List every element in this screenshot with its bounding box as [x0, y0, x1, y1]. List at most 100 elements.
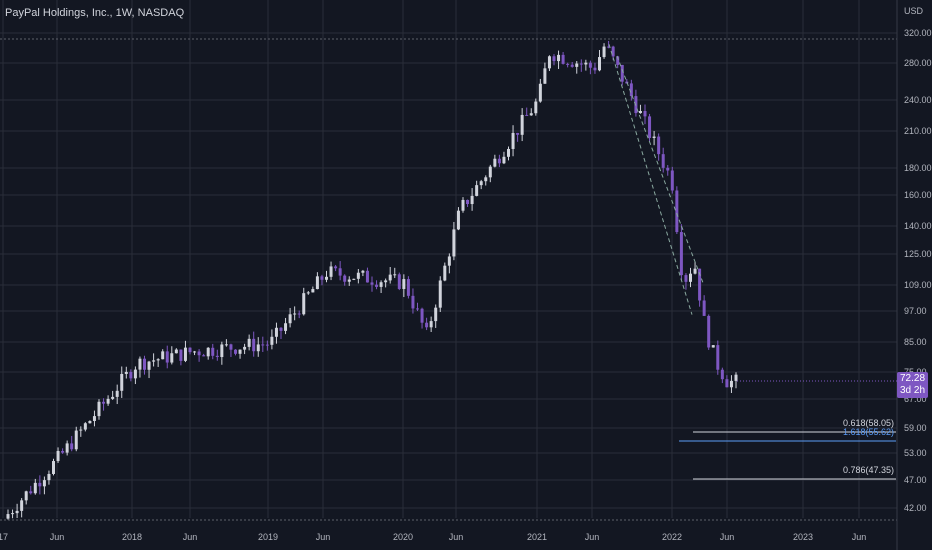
- candle-body: [188, 347, 192, 353]
- candle-body: [670, 170, 674, 191]
- price-axis-tick-label: 42.00: [904, 503, 927, 513]
- candle-body: [588, 62, 592, 68]
- candle-body: [388, 274, 392, 281]
- candle-body: [397, 274, 401, 289]
- price-axis-tick-label: 109.00: [904, 280, 932, 290]
- candle-body: [334, 266, 338, 269]
- candle-body: [129, 371, 133, 379]
- candle-body: [475, 185, 479, 196]
- candle-body: [611, 46, 615, 57]
- candle-body: [302, 293, 306, 315]
- time-axis-tick-label: Jun: [720, 532, 735, 542]
- candle-body: [197, 351, 201, 356]
- candle-body: [479, 181, 483, 186]
- price-axis-tick-label: 320.00: [904, 28, 932, 38]
- candle-body: [288, 314, 292, 324]
- time-axis-tick-label: 2023: [793, 532, 813, 542]
- candle-body: [352, 278, 356, 280]
- candle-body: [361, 270, 365, 273]
- time-axis-tick-label: Jun: [852, 532, 867, 542]
- candle-body: [429, 321, 433, 328]
- current-price-value: 72.28: [899, 373, 926, 384]
- candle-body: [607, 46, 611, 48]
- candle-body: [538, 83, 542, 102]
- candle-body: [593, 67, 597, 71]
- candle-body: [488, 166, 492, 178]
- candle-body: [602, 46, 606, 58]
- candle-body: [161, 351, 165, 360]
- candle-body: [534, 101, 538, 114]
- candle-body: [516, 132, 520, 135]
- candle-body: [566, 63, 570, 65]
- candle-body: [370, 282, 374, 285]
- candle-body: [507, 148, 510, 157]
- candle-body: [79, 429, 83, 431]
- price-axis-tick-label: 180.00: [904, 163, 932, 173]
- candle-body: [224, 344, 228, 346]
- candle-body: [165, 351, 169, 363]
- candle-body: [183, 347, 187, 361]
- candle-body: [416, 308, 419, 310]
- candle-body: [42, 480, 46, 487]
- price-axis-tick-label: 59.00: [904, 423, 927, 433]
- candle-body: [365, 270, 369, 283]
- price-axis-tick-label: 140.00: [904, 221, 932, 231]
- candle-body: [552, 56, 556, 62]
- candle-body: [147, 361, 151, 370]
- symbol-title: PayPal Holdings, Inc., 1W, NASDAQ: [5, 7, 185, 19]
- candle-body: [343, 275, 347, 282]
- bar-countdown: 3d 2h: [899, 385, 926, 396]
- candle-body: [393, 274, 397, 276]
- candle-body: [133, 369, 137, 379]
- candle-body: [657, 136, 661, 155]
- candle-body: [124, 371, 128, 374]
- candle-body: [557, 54, 561, 62]
- candle-body: [666, 167, 670, 171]
- price-axis-tick-label: 240.00: [904, 95, 932, 105]
- candle-body: [243, 346, 247, 350]
- candle-body: [411, 295, 415, 309]
- candle-body: [215, 355, 219, 358]
- candle-body: [502, 156, 506, 164]
- candle-body: [297, 313, 301, 315]
- candle-body: [179, 349, 183, 361]
- time-axis-tick-label: Jun: [316, 532, 331, 542]
- candle-body: [525, 114, 529, 116]
- candle-body: [702, 300, 706, 316]
- time-axis-tick-label: 2021: [527, 532, 547, 542]
- candle-body: [270, 336, 274, 345]
- candle-body: [661, 154, 665, 168]
- candle-body: [425, 322, 429, 328]
- candle-body: [543, 68, 547, 84]
- candle-body: [497, 158, 501, 164]
- time-axis-tick-label: 2020: [393, 532, 413, 542]
- candle-body: [329, 266, 333, 277]
- candle-body: [306, 292, 310, 294]
- candle-body: [570, 64, 574, 67]
- price-axis-tick-label: 53.00: [904, 448, 927, 458]
- candle-body: [707, 315, 711, 348]
- candle-body: [652, 136, 656, 138]
- time-axis-tick-label: Jun: [585, 532, 600, 542]
- candle-body: [15, 510, 19, 514]
- time-axis-tick-label: 2018: [122, 532, 142, 542]
- candle-body: [675, 190, 679, 233]
- candle-body: [356, 272, 360, 279]
- candle-body: [384, 280, 388, 283]
- candle-body: [575, 63, 579, 67]
- candle-body: [520, 114, 524, 135]
- price-axis-currency: USD: [904, 6, 924, 16]
- candle-body: [447, 256, 451, 266]
- candle-body: [338, 268, 342, 276]
- candle-body: [229, 344, 233, 350]
- candle-body: [20, 500, 24, 511]
- candle-body: [138, 358, 142, 370]
- candle-body: [643, 110, 647, 117]
- candle-body: [629, 83, 633, 97]
- candle-body: [97, 401, 101, 417]
- candle-body: [438, 280, 442, 308]
- candle-body: [65, 443, 69, 453]
- candle-body: [70, 443, 74, 450]
- price-axis-tick-label: 280.00: [904, 58, 932, 68]
